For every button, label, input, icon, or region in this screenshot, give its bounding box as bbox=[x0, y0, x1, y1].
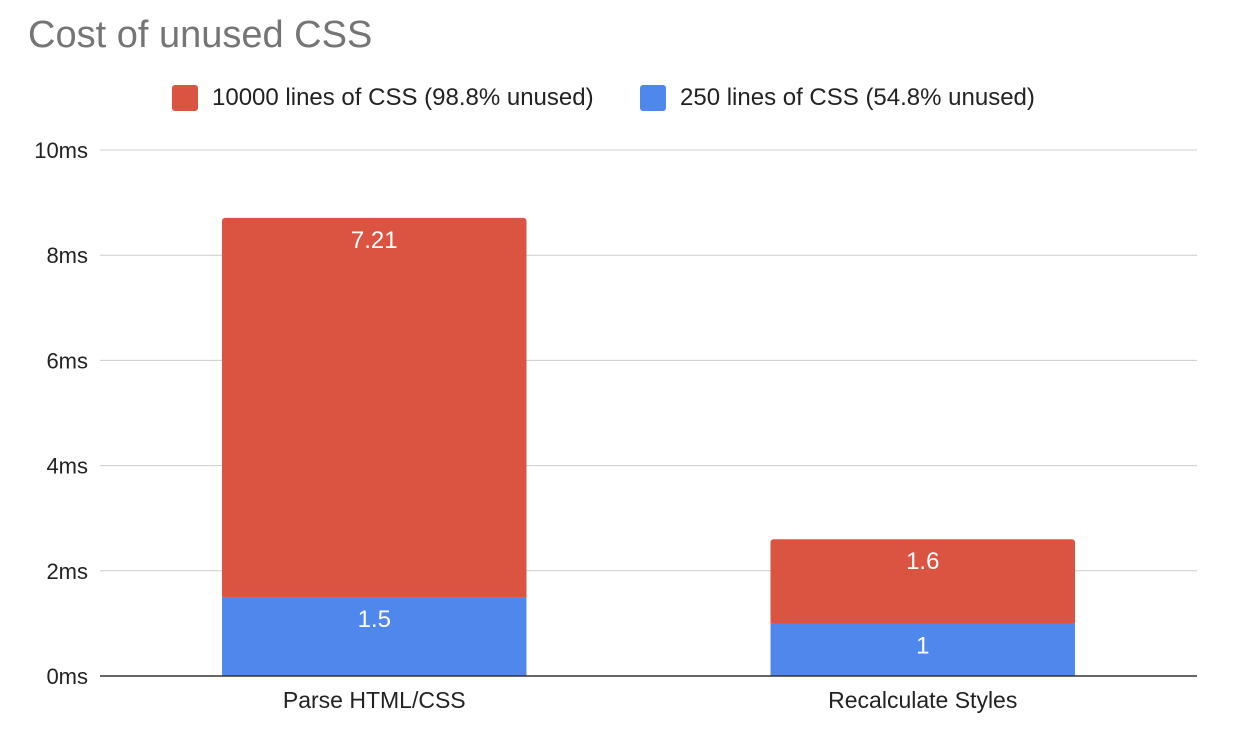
legend-swatch-250-lines bbox=[640, 85, 666, 111]
y-tick-label-6: 6ms bbox=[46, 348, 88, 373]
legend-label-250-lines: 250 lines of CSS (54.8% unused) bbox=[680, 84, 1035, 111]
bar-fill-recalculate-styles-series-1 bbox=[770, 543, 1075, 624]
legend-swatch-10000-lines bbox=[172, 85, 198, 111]
legend-item-10000-lines: 10000 lines of CSS (98.8% unused) bbox=[172, 84, 594, 112]
y-tick-label-0: 0ms bbox=[46, 664, 88, 689]
bar-recalculate-styles-series-0 bbox=[770, 623, 1075, 676]
y-tick-label-10: 10ms bbox=[34, 138, 88, 163]
legend-label-10000-lines: 10000 lines of CSS (98.8% unused) bbox=[212, 84, 594, 111]
x-tick-label-parse-html-css: Parse HTML/CSS bbox=[283, 687, 466, 713]
bar-fill-parse-html-css-series-1 bbox=[222, 221, 527, 598]
legend-item-250-lines: 250 lines of CSS (54.8% unused) bbox=[640, 84, 1035, 112]
data-label-recalculate-styles-series-1: 1.6 bbox=[906, 548, 939, 575]
y-tick-label-4: 4ms bbox=[46, 454, 88, 479]
y-tick-label-2: 2ms bbox=[46, 559, 88, 584]
chart-title: Cost of unused CSS bbox=[28, 14, 373, 56]
legend: 10000 lines of CSS (98.8% unused) 250 li… bbox=[0, 84, 1234, 116]
data-label-recalculate-styles-series-0: 1 bbox=[916, 632, 929, 659]
x-tick-label-recalculate-styles: Recalculate Styles bbox=[828, 687, 1017, 713]
data-label-parse-html-css-series-0: 1.5 bbox=[358, 606, 391, 633]
y-tick-label-8: 8ms bbox=[46, 243, 88, 268]
data-label-parse-html-css-series-1: 7.21 bbox=[351, 227, 398, 254]
bar-parse-html-css-series-0 bbox=[222, 597, 527, 676]
